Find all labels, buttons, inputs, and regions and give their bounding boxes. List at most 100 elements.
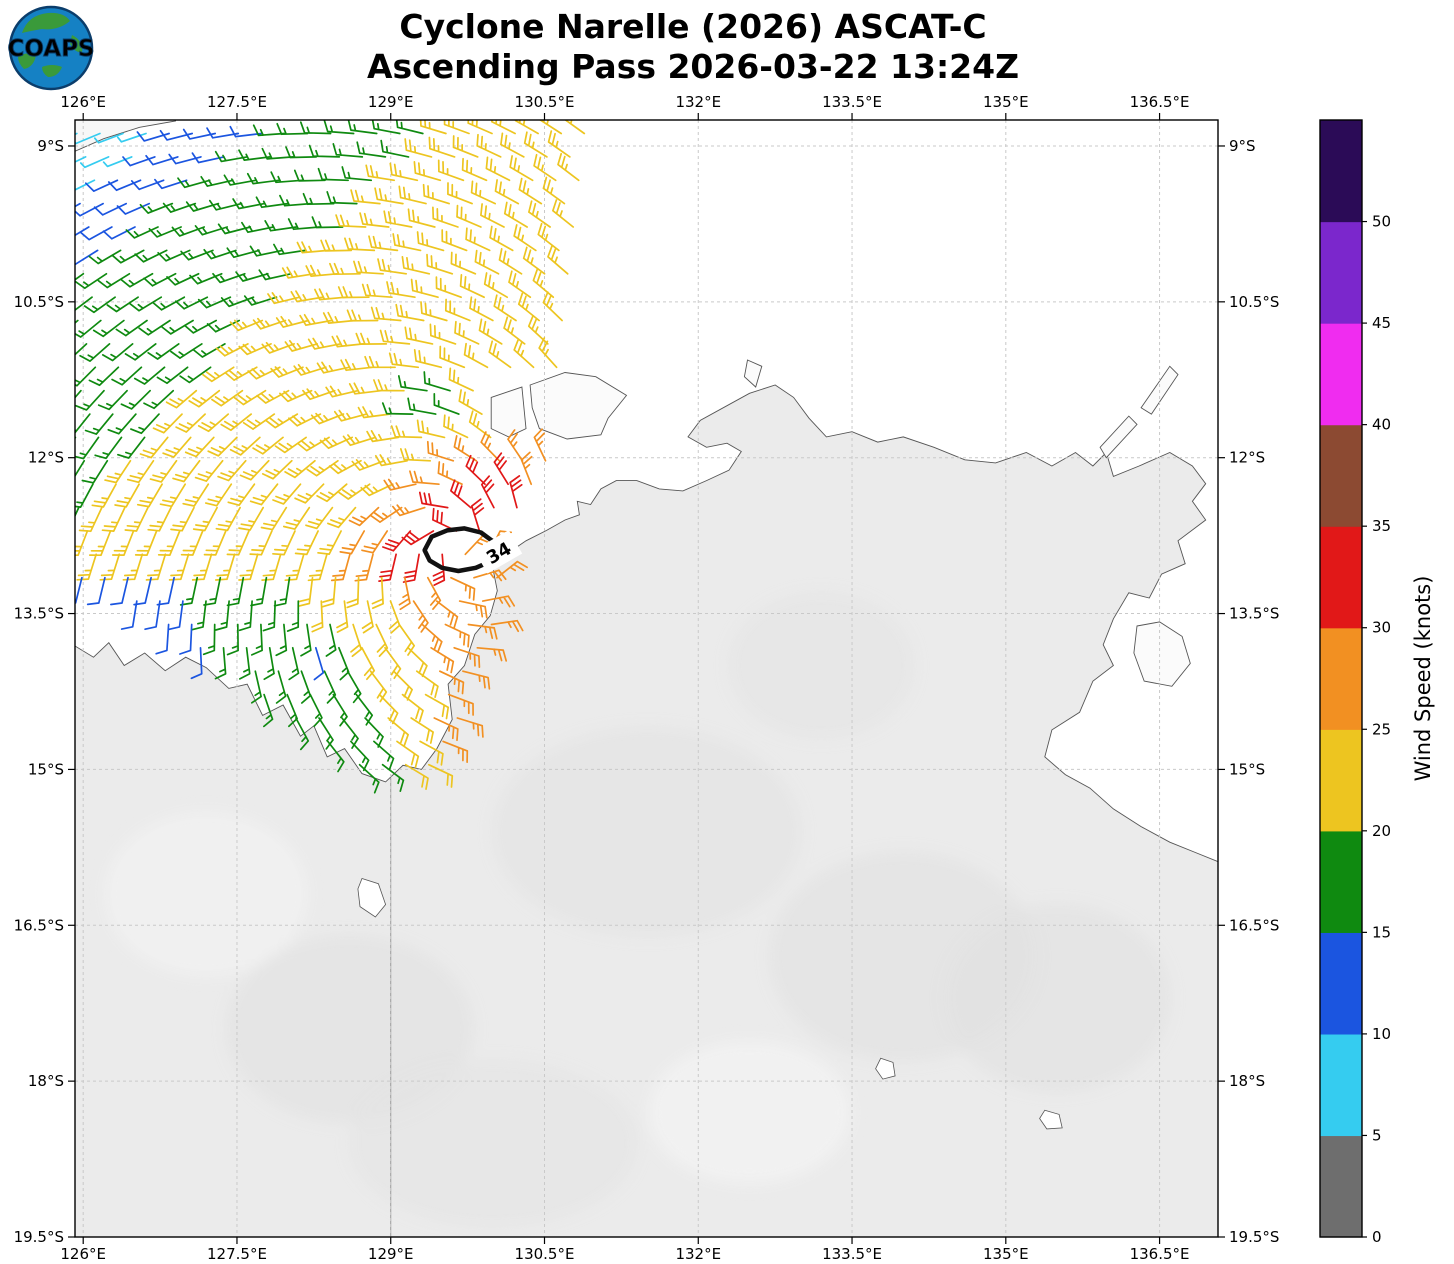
lat-tick-label-right: 15°S [1229,760,1265,778]
title-line-2: Ascending Pass 2026-03-22 13:24Z [366,47,1020,87]
wind-barb [493,294,517,322]
wind-barb [456,717,484,738]
wind-barb [265,413,299,429]
wind-barb [226,530,250,556]
wind-barb [348,506,380,527]
wind-barb [422,183,450,205]
wind-barb [239,459,270,481]
wind-barb [336,600,349,633]
wind-barb [390,425,423,439]
wind-barb [147,343,180,360]
wind-barb [229,436,261,456]
wind-barb [395,120,424,135]
wind-barb [491,120,516,135]
wind-barb [375,623,389,657]
wind-barb [75,343,88,356]
wind-barb [469,296,494,322]
wind-barb [116,202,151,215]
lake_argyle [357,878,387,918]
wind-barb [355,332,388,345]
small_lake_b [1039,1109,1063,1130]
lat-tick-label-left: 9°S [37,137,64,155]
wind-barb [261,341,295,354]
wind-barb [120,389,151,410]
wind-barb [295,717,310,751]
lon-tick-label-bottom: 126°E [60,1245,106,1263]
wind-barb [462,670,491,690]
wind-barb [407,208,436,228]
wind-barb [185,201,220,212]
lon-tick-label-top: 132°E [675,93,721,111]
colorbar-tick-label: 35 [1372,517,1391,535]
wind-barb [427,763,454,788]
wind-barb [361,600,374,634]
wind-barb [189,272,223,285]
map-content: 34 [75,120,1218,1237]
wind-barb [456,204,482,228]
wind-barb [401,530,435,546]
lat-tick-label-right: 13.5°S [1229,605,1279,623]
wind-barb [273,576,291,607]
lon-tick-label-top: 133.5°E [822,93,882,111]
wind-barb [420,301,448,322]
colorbar-tick-label: 5 [1372,1126,1382,1144]
wind-barb [465,454,486,486]
wind-barb [130,413,160,435]
wind-barb [348,382,382,395]
wind-barb [377,258,408,275]
wind-barb [166,272,200,286]
wind-barb [106,296,139,313]
wind-barb [126,459,155,484]
wind-barb [170,343,203,359]
wind-barb [79,226,113,241]
wind-barb [297,436,330,452]
wind-barb [542,176,566,205]
wind-barb [426,440,455,462]
wind-barb [415,670,439,699]
wind-barb [285,146,318,159]
wind-barb [386,281,416,299]
lon-tick-label-top: 130.5°E [515,93,575,111]
wind-barb [413,161,442,182]
lon-tick-label-top: 129°E [368,93,414,111]
wind-barb [307,337,342,350]
wind-barb [97,272,131,289]
wind-barb [270,366,304,378]
wind-barb [357,406,391,419]
wind-barb [155,623,170,655]
wind-barb [418,491,449,509]
lon-tick-label-top: 136.5°E [1130,93,1190,111]
wind-barb [279,389,313,403]
wind-barb [395,303,425,322]
wind-barb [383,478,417,491]
wind-barb [286,693,298,728]
wind-barb [426,253,454,275]
wind-barb [522,246,546,275]
wind-barb [305,506,334,530]
wind-barb [84,179,119,192]
lat-tick-label-left: 16.5°S [14,916,64,934]
lat-tick-label-right: 16.5°S [1229,916,1279,934]
wind-barb [75,389,105,411]
colorbar-frame [1319,119,1363,1238]
wind-barb [488,340,512,369]
wind-barb [564,120,586,135]
title-line-1: Cyclone Narelle (2026) ASCAT-C [399,7,987,46]
wind-barb [267,292,301,305]
wind-barb [358,763,380,794]
wind-barb [360,483,394,497]
wind-barb [138,319,171,336]
wind-barb [238,506,265,531]
wind-barb [290,290,324,303]
wind-barb [75,483,94,508]
wind-barb [139,202,174,214]
wind-barb [300,623,312,657]
wind-barb [316,361,350,374]
wind-barb [346,670,362,704]
wind-barb [279,194,312,207]
wind-barb [75,530,89,557]
wind-barb [75,389,82,399]
wind-barb [168,553,190,581]
wind-barb [263,693,274,728]
wind-barb [341,166,373,182]
